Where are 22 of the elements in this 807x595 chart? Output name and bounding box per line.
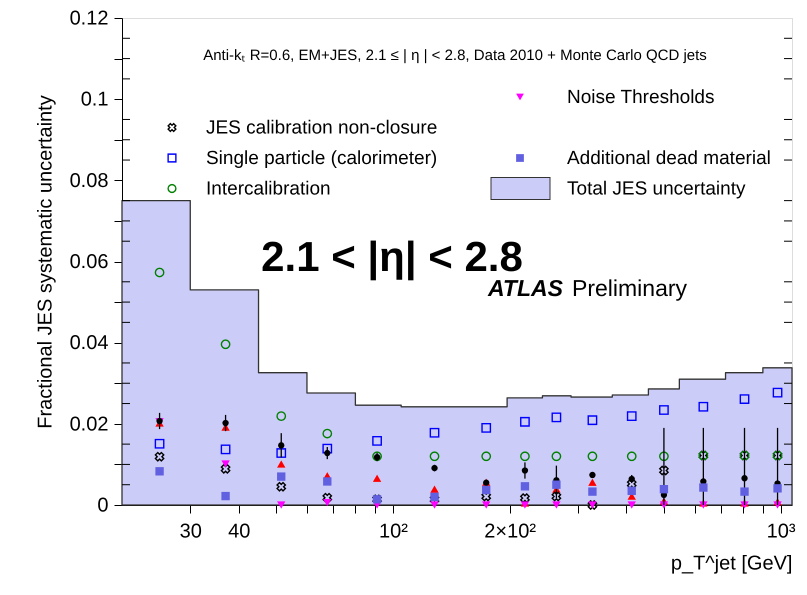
y-tick-label: 0.1: [80, 88, 108, 111]
legend-label: JES calibration non-closure: [206, 118, 438, 138]
y-tick-label: 0.08: [70, 170, 108, 192]
annotation: Preliminary: [572, 275, 688, 301]
legend-label: Single particle (calorimeter): [206, 148, 438, 169]
legend-label: Intercalibration: [206, 178, 331, 200]
y-tick-label: 0.04: [70, 332, 108, 354]
legend-label: Noise Thresholds: [567, 87, 715, 108]
y-tick-label: 0.06: [70, 251, 108, 273]
x-tick-label: 2×10²: [484, 520, 536, 542]
x-tick-label: 10²: [379, 520, 408, 542]
x-tick-label: 30: [180, 520, 202, 542]
legend-label: Total JES uncertainty: [567, 178, 746, 200]
y-axis-title: Fractional JES systematic uncertainty: [34, 95, 57, 429]
y-tick-label: 0: [97, 494, 108, 516]
annotation: Anti-kₜ R=0.6, EM+JES, 2.1 ≤ | η | < 2.8, Data 2010 + Monte Carlo QCD jets: [203, 47, 707, 64]
x-tick-label: 10³: [766, 520, 796, 542]
x-tick-label: 40: [228, 520, 250, 542]
legend-label: Additional dead material: [567, 148, 771, 169]
x-axis-title: p_T^jet [GeV]: [670, 552, 792, 574]
y-tick-label: 0.12: [70, 8, 108, 30]
y-tick-label: 0.02: [70, 413, 108, 436]
